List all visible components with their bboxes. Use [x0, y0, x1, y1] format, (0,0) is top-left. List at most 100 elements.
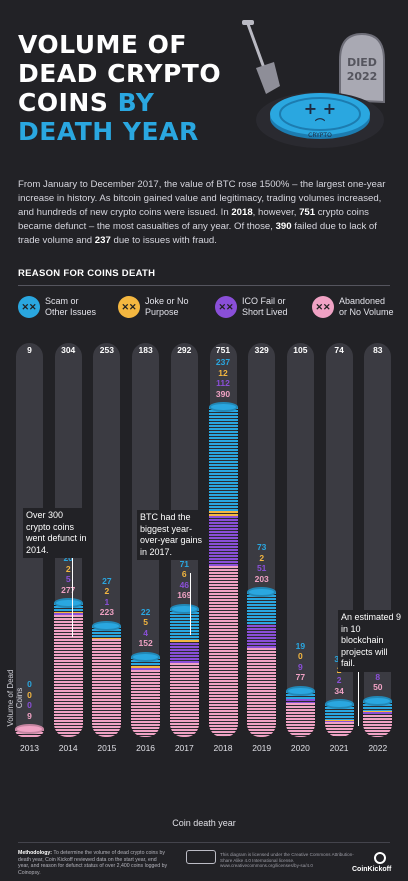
- value-labels: 20 2 5 277: [48, 553, 88, 595]
- segment-joke-or-no-purpose: [363, 710, 393, 712]
- total-label: 9: [27, 345, 32, 355]
- segment-ico-fail-or-short-lived: [208, 516, 238, 566]
- value-label: 50: [373, 682, 383, 693]
- total-label: 74: [334, 345, 344, 355]
- intro-text-5: due to issues with fraud.: [110, 235, 217, 246]
- segment-scam-or-other-issues: [92, 625, 122, 638]
- value-label: 5: [65, 574, 71, 585]
- legend-item-abandoned: ✕✕ Abandoned or No Volume: [312, 296, 394, 318]
- value-label: 9: [27, 710, 32, 721]
- tombstone-icon: DIED 2022: [339, 32, 385, 104]
- x-tick-label: 2016: [136, 743, 156, 753]
- legend-label: Abandoned or No Volume: [339, 296, 394, 317]
- coin-stack: [169, 608, 199, 737]
- x-axis-title: Coin death year: [172, 818, 236, 828]
- svg-text:⌒: ⌒: [314, 117, 325, 130]
- annotation-2014: Over 300 crypto coins went defunct in 20…: [23, 508, 91, 558]
- annotation-leader-2017: [190, 573, 191, 635]
- section-divider: [18, 285, 390, 286]
- annotation-leader-2014: [72, 545, 73, 637]
- coin-stack: [363, 700, 393, 737]
- value-label: 2: [104, 586, 110, 597]
- intro-count-390: 390: [275, 221, 292, 232]
- value-label: 223: [99, 607, 114, 618]
- page-title: VOLUME OF DEAD CRYPTO COINS BY DEATH YEA…: [18, 30, 248, 146]
- coin-stack: [53, 603, 83, 737]
- value-label: 0: [27, 689, 32, 700]
- annotation-leader-2022: [358, 648, 359, 726]
- tombstone-text-1: DIED: [347, 56, 377, 69]
- value-label: 2: [259, 552, 265, 563]
- svg-text:+ +: + +: [304, 99, 336, 118]
- value-labels: 27 2 1 223: [87, 576, 127, 618]
- footer-divider: [18, 842, 390, 843]
- intro-text-2: , however,: [252, 207, 300, 218]
- coinkickoff-logo-icon: [374, 852, 386, 864]
- segment-ico-fail-or-short-lived: [285, 699, 315, 704]
- intro-text-1: From January to December 2017, the value…: [18, 179, 386, 218]
- methodology-label: Methodology:: [18, 850, 52, 856]
- segment-abandoned-or-no-volume: [208, 565, 238, 737]
- coin-cap-icon: [92, 620, 122, 631]
- value-label: 390: [215, 388, 231, 399]
- value-labels: 22 5 4 152: [126, 607, 166, 649]
- segment-ico-fail-or-short-lived: [247, 625, 277, 648]
- segment-ico-fail-or-short-lived: [324, 721, 354, 723]
- coin-cap-icon: [285, 685, 315, 696]
- coin-cap-icon: [53, 598, 83, 609]
- coin-cap-icon: [324, 699, 354, 710]
- value-label: 6: [181, 569, 187, 580]
- segment-ico-fail-or-short-lived: [169, 642, 199, 663]
- segment-joke-or-no-purpose: [324, 720, 354, 722]
- legend-item-joke: ✕✕ Joke or No Purpose: [118, 296, 200, 318]
- x-tick-label: 2020: [290, 743, 310, 753]
- title-line-1: VOLUME OF: [18, 30, 187, 59]
- value-label: 237: [215, 357, 231, 367]
- coin-stack: [208, 407, 238, 737]
- value-label: 19: [295, 640, 306, 651]
- value-labels: 19 0 9 77: [280, 641, 320, 683]
- segment-scam-or-other-issues: [169, 608, 199, 640]
- segment-joke-or-no-purpose: [92, 637, 122, 639]
- value-labels: 71 6 46 169: [164, 559, 204, 601]
- segment-ico-fail-or-short-lived: [53, 613, 83, 616]
- value-label: 12: [218, 367, 228, 378]
- dizzy-face-icon: ✕✕: [215, 296, 237, 318]
- dead-coin-icon: + + ⌒ CRYPTO: [256, 92, 384, 148]
- creative-commons-badge-icon: [186, 850, 216, 864]
- tombstone-text-2: 2022: [347, 70, 378, 83]
- segment-abandoned-or-no-volume: [53, 615, 83, 737]
- value-label: 0: [27, 700, 32, 710]
- value-label: 152: [138, 638, 153, 649]
- intro-count-751: 751: [299, 207, 316, 218]
- intro-year-2018: 2018: [231, 207, 253, 218]
- intro-count-237: 237: [94, 235, 111, 246]
- coin-cap-icon: [131, 651, 161, 662]
- segment-scam-or-other-issues: [208, 407, 238, 512]
- x-tick-label: 2014: [58, 743, 78, 753]
- total-label: 105: [293, 345, 308, 355]
- shovel-icon: [242, 20, 280, 94]
- coin-stack: [131, 656, 161, 737]
- coin-cap-icon: [363, 695, 393, 706]
- coin-cap-icon: [247, 587, 277, 598]
- value-label: 203: [254, 573, 269, 584]
- title-line-2: DEAD CRYPTO: [18, 59, 222, 88]
- segment-joke-or-no-purpose: [53, 612, 83, 614]
- x-tick-label: 2019: [252, 743, 272, 753]
- value-label: 5: [143, 617, 148, 628]
- total-label: 292: [177, 345, 192, 355]
- segment-abandoned-or-no-volume: [247, 647, 277, 737]
- value-labels: 73 2 51 203: [242, 542, 282, 584]
- coin-cap-icon: [15, 724, 44, 734]
- dizzy-face-icon: ✕✕: [18, 296, 40, 318]
- x-tick-label: 2022: [368, 743, 388, 753]
- total-label: 183: [138, 345, 153, 355]
- value-label: 1: [104, 596, 110, 607]
- total-label: 751: [215, 345, 231, 355]
- legend-label: ICO Fail or Short Lived: [242, 296, 288, 317]
- annotation-2017: BTC had the biggest year-over-year gains…: [137, 510, 209, 560]
- value-label: 9: [298, 661, 303, 672]
- title-line-3: COINS: [18, 88, 109, 117]
- value-label: 46: [179, 579, 190, 590]
